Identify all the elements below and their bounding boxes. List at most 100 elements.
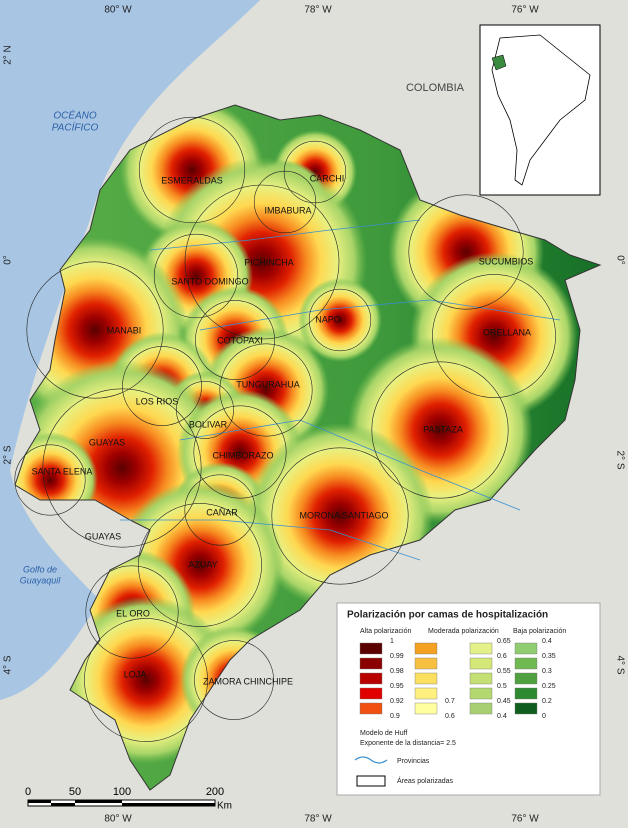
scale-segment bbox=[75, 800, 122, 803]
polarized-area-border bbox=[84, 618, 208, 742]
legend-swatch bbox=[514, 702, 538, 715]
inset-ecuador bbox=[491, 54, 507, 71]
coord-label: 4° S bbox=[3, 655, 14, 674]
coord-label: 76° W bbox=[511, 814, 539, 825]
legend-break: 0.4 bbox=[497, 713, 507, 720]
legend-break: 0.35 bbox=[542, 653, 556, 660]
polarized-area-border bbox=[408, 194, 524, 310]
legend-break: 0.6 bbox=[497, 653, 507, 660]
province-label: EL ORO bbox=[116, 608, 150, 618]
polarized-area-border bbox=[371, 361, 509, 499]
legend-swatch bbox=[469, 657, 493, 670]
scale-segment bbox=[28, 800, 51, 803]
legend-group: Moderada polarización bbox=[428, 628, 499, 635]
province-label: ORELLANA bbox=[483, 327, 531, 337]
province-label: SUCUMBIOS bbox=[479, 256, 534, 266]
legend-provinces: Provincias bbox=[397, 758, 430, 765]
legend-swatch bbox=[359, 642, 383, 655]
legend-break: 0.9 bbox=[390, 713, 400, 720]
province-label: ESMERALDAS bbox=[161, 175, 223, 185]
province-label: ZAMORA CHINCHIPE bbox=[203, 676, 293, 686]
coord-label: 0° bbox=[3, 255, 14, 265]
province-label: CARCHI bbox=[310, 173, 345, 183]
inset-continent bbox=[491, 34, 591, 186]
gulf-label: Golfo de bbox=[23, 564, 57, 574]
province-label: MANABI bbox=[107, 325, 142, 335]
coord-label: 80° W bbox=[104, 814, 132, 825]
coord-label: 2° S bbox=[3, 445, 14, 464]
legend-areas: Áreas polarizadas bbox=[397, 776, 454, 785]
polarized-area-border bbox=[271, 447, 409, 585]
province-label: MORONA SANTIAGO bbox=[299, 510, 388, 520]
legend-break: 0.25 bbox=[542, 683, 556, 690]
province-label: TUNGURAHUA bbox=[236, 379, 300, 389]
scale-label: 0 bbox=[25, 786, 31, 798]
polarized-area-border bbox=[153, 233, 239, 319]
scale-bar bbox=[27, 799, 216, 807]
legend-swatch bbox=[414, 687, 438, 700]
gulf-label: Guayaquil bbox=[20, 575, 62, 585]
legend-break: 0.95 bbox=[390, 683, 404, 690]
legend-swatch bbox=[359, 702, 383, 715]
province-label: CAÑAR bbox=[206, 507, 238, 517]
legend-swatch bbox=[414, 672, 438, 685]
legend-swatch bbox=[469, 702, 493, 715]
polarized-area-border bbox=[432, 274, 556, 398]
legend-swatch bbox=[469, 687, 493, 700]
polarized-area-border bbox=[138, 116, 246, 224]
legend-swatch bbox=[414, 642, 438, 655]
province-label: IMBABURA bbox=[264, 205, 311, 215]
legend-break: 0.45 bbox=[497, 698, 511, 705]
legend-break: 0.55 bbox=[497, 668, 511, 675]
legend-swatch bbox=[414, 657, 438, 670]
polarized-area-border bbox=[193, 405, 287, 499]
ocean-label: PACÍFICO bbox=[52, 121, 99, 134]
legend-exponent: Exponente de la distancia= 2.5 bbox=[360, 740, 456, 747]
province-label: PICHINCHA bbox=[244, 257, 294, 267]
scale-segment bbox=[122, 803, 215, 806]
polarized-area-border bbox=[85, 565, 179, 659]
scale-unit: Km bbox=[217, 801, 232, 812]
legend-swatch bbox=[514, 642, 538, 655]
scale-label: 200 bbox=[206, 786, 224, 798]
polarized-area-border bbox=[253, 170, 317, 234]
polarized-area-border bbox=[14, 444, 86, 516]
legend-break: 0.2 bbox=[542, 698, 552, 705]
polarized-area-border bbox=[26, 261, 164, 399]
province-label: GUAYAS bbox=[89, 437, 125, 447]
coord-label: 0° bbox=[614, 255, 625, 265]
coord-label: 2° S bbox=[614, 450, 625, 469]
legend-swatch bbox=[359, 657, 383, 670]
province-label: CHIMBORAZO bbox=[212, 450, 273, 460]
legend-group: Baja polarización bbox=[513, 628, 566, 635]
legend-swatch bbox=[414, 702, 438, 715]
rivers bbox=[120, 219, 561, 561]
polarized-area-border bbox=[283, 140, 347, 204]
legend-swatch bbox=[469, 672, 493, 685]
legend-break: 0.98 bbox=[390, 668, 404, 675]
coord-label: 76° W bbox=[511, 5, 539, 16]
legend-break: 0.7 bbox=[445, 698, 455, 705]
polarized-area-border bbox=[176, 381, 234, 439]
province-label: NAPO bbox=[315, 314, 341, 324]
coord-label: 78° W bbox=[304, 814, 332, 825]
province-label: COTOPAXI bbox=[217, 335, 263, 345]
legend-swatch bbox=[514, 672, 538, 685]
coord-label: 2° N bbox=[3, 45, 14, 65]
coord-label: 78° W bbox=[304, 5, 332, 16]
country-label: COLOMBIA bbox=[406, 82, 465, 94]
legend-break: 0.5 bbox=[497, 683, 507, 690]
legend-swatch bbox=[514, 657, 538, 670]
legend-break: 0.6 bbox=[445, 713, 455, 720]
polarized-area-border bbox=[308, 288, 372, 352]
scale-label: 50 bbox=[69, 786, 81, 798]
ocean bbox=[0, 0, 260, 700]
legend-break: 0.4 bbox=[542, 638, 552, 645]
legend-group: Alta polarización bbox=[360, 628, 411, 635]
province-label: SANTA ELENA bbox=[32, 466, 93, 476]
polarized-area-border bbox=[184, 184, 340, 340]
legend-title: Polarización por camas de hospitalizació… bbox=[347, 610, 548, 621]
coord-label: 80° W bbox=[104, 5, 132, 16]
legend-swatch bbox=[359, 672, 383, 685]
